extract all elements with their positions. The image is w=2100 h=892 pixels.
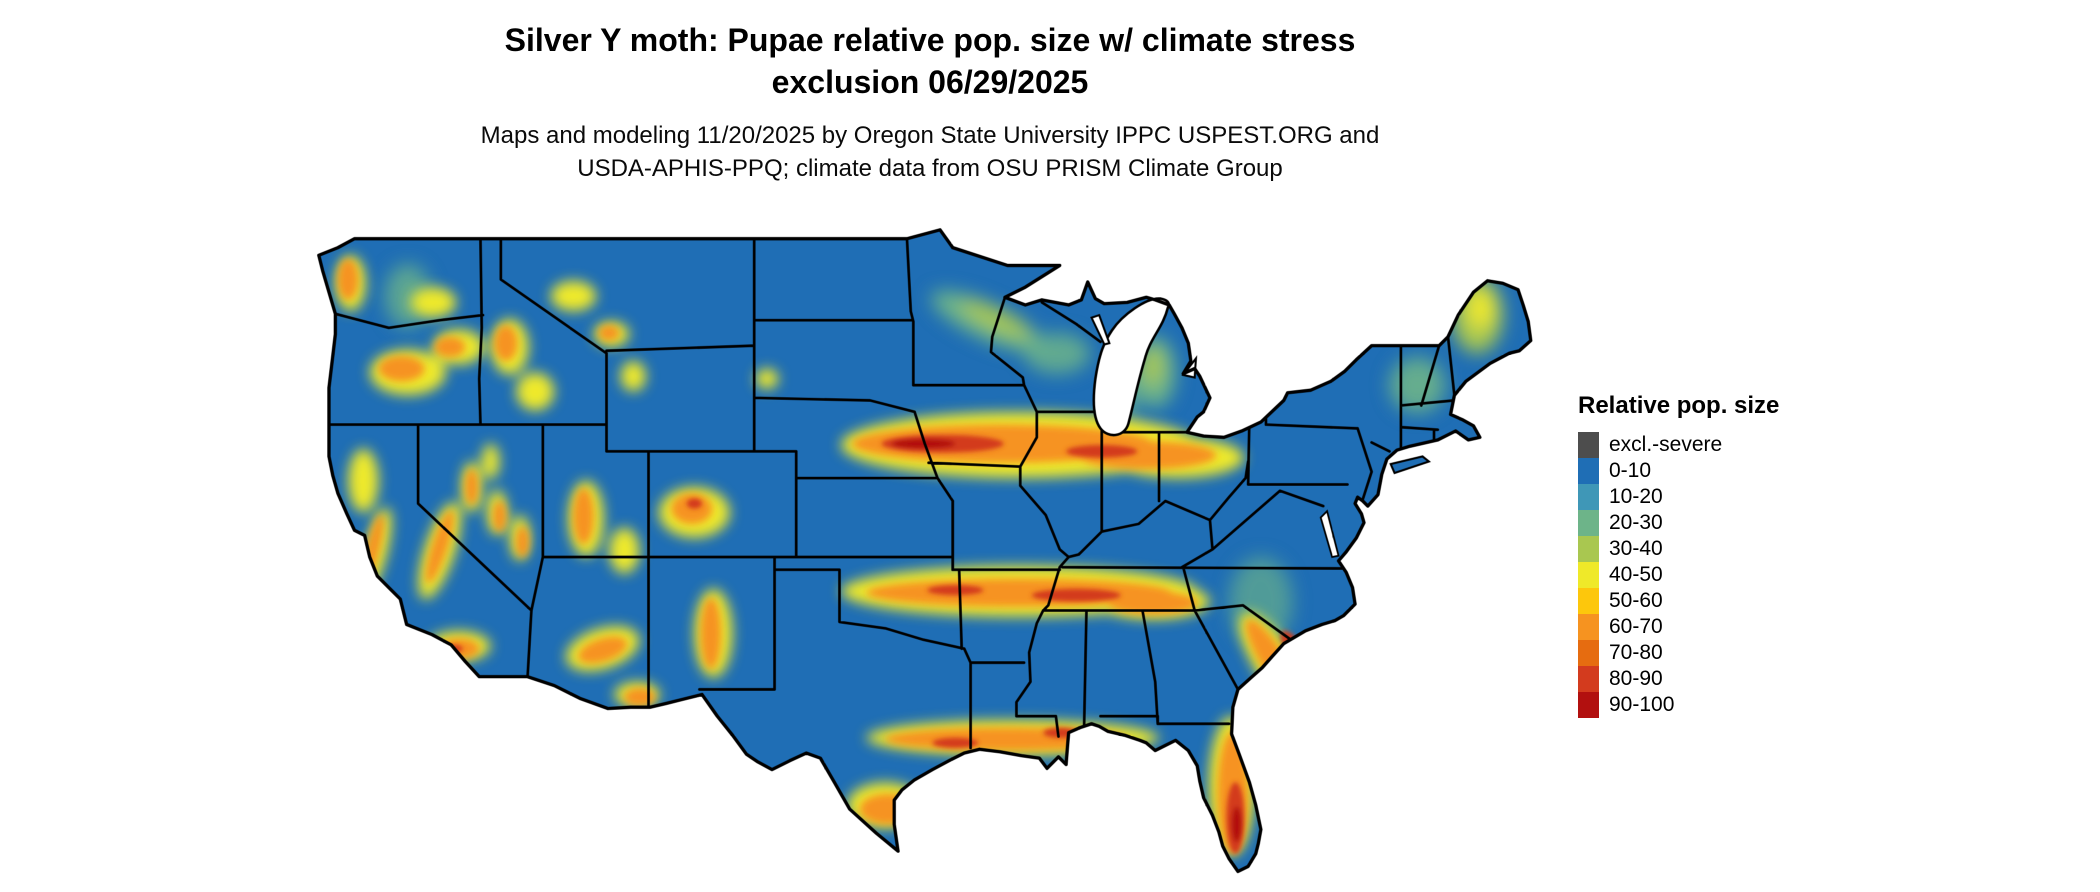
legend-swatch-60-70 [1578, 614, 1599, 640]
legend-swatch-0-10 [1578, 458, 1599, 484]
legend-item: 60-70 [1578, 614, 1779, 640]
legend-label: 50-60 [1609, 589, 1663, 612]
legend-item: excl.-severe [1578, 432, 1779, 458]
legend-label: 90-100 [1609, 693, 1675, 716]
legend-swatch-excl-severe [1578, 432, 1599, 458]
legend-label: 70-80 [1609, 641, 1663, 664]
green-bay [1090, 313, 1111, 346]
legend-label: 40-50 [1609, 563, 1663, 586]
legend-swatch-20-30 [1578, 510, 1599, 536]
state-borders [327, 237, 1456, 750]
legend-swatch-50-60 [1578, 588, 1599, 614]
header: Silver Y moth: Pupae relative pop. size … [180, 20, 1680, 185]
heat-layer-green [384, 264, 1503, 647]
legend-items: excl.-severe 0-10 10-20 20-30 30-40 40-5… [1578, 432, 1779, 718]
legend-swatch-10-20 [1578, 484, 1599, 510]
legend-item: 10-20 [1578, 484, 1779, 510]
legend-item: 90-100 [1578, 692, 1779, 718]
legend-item: 0-10 [1578, 458, 1779, 484]
title-line-1: Silver Y moth: Pupae relative pop. size … [504, 22, 1356, 58]
legend-item: 20-30 [1578, 510, 1779, 536]
us-outline [317, 228, 1533, 874]
legend-label: 60-70 [1609, 615, 1663, 638]
subtitle-line-2: USDA-APHIS-PPQ; climate data from OSU PR… [577, 155, 1283, 183]
legend-label: 80-90 [1609, 667, 1663, 690]
legend-item: 50-60 [1578, 588, 1779, 614]
legend-swatch-90-100 [1578, 692, 1599, 718]
legend-swatch-70-80 [1578, 640, 1599, 666]
legend-title: Relative pop. size [1578, 392, 1780, 419]
us-map-svg [317, 228, 1533, 874]
legend-swatch-30-40 [1578, 536, 1599, 562]
legend-label: 30-40 [1609, 537, 1663, 560]
legend-swatch-80-90 [1578, 666, 1599, 692]
page-title: Silver Y moth: Pupae relative pop. size … [180, 20, 1680, 103]
legend-label: 0-10 [1609, 459, 1652, 482]
us-map [312, 226, 1535, 888]
legend-label: 10-20 [1609, 485, 1663, 508]
legend-item: 70-80 [1578, 640, 1779, 666]
heat-layer-red [447, 434, 1305, 854]
legend-item: 80-90 [1578, 666, 1779, 692]
subtitle-line-1: Maps and modeling 11/20/2025 by Oregon S… [480, 122, 1380, 150]
legend: Relative pop. size excl.-severe 0-10 10-… [1578, 392, 1779, 718]
legend-label: 20-30 [1609, 511, 1663, 534]
page-subtitle: Maps and modeling 11/20/2025 by Oregon S… [180, 119, 1680, 185]
title-line-2: exclusion 06/29/2025 [771, 63, 1089, 100]
chesapeake-bay [1319, 509, 1340, 559]
legend-swatch-40-50 [1578, 562, 1599, 588]
legend-label: excl.-severe [1609, 433, 1723, 456]
long-island [1389, 455, 1432, 475]
legend-item: 40-50 [1578, 562, 1779, 588]
legend-item: 30-40 [1578, 536, 1779, 562]
